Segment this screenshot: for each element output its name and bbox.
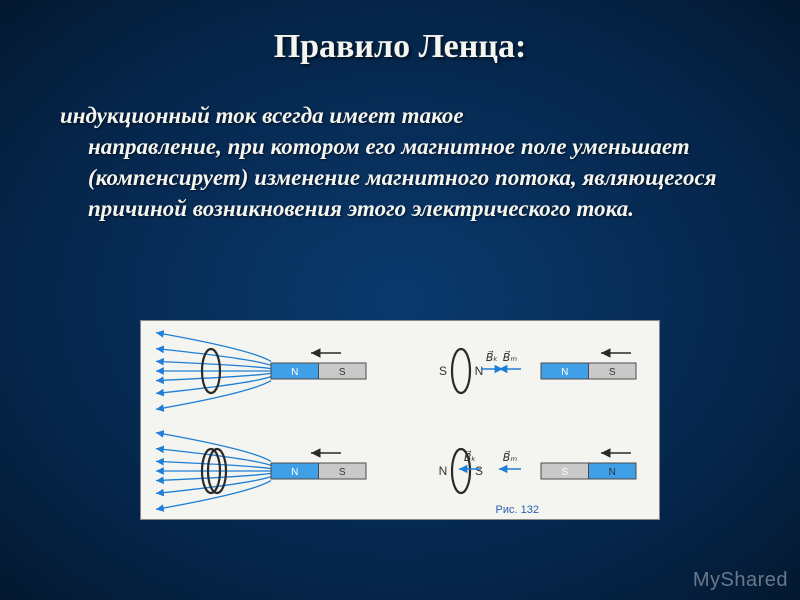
svg-text:B⃗ₘ: B⃗ₘ	[503, 350, 518, 364]
svg-text:N: N	[291, 467, 298, 478]
svg-text:N: N	[439, 464, 448, 478]
svg-text:B⃗ₖ: B⃗ₖ	[486, 350, 499, 364]
svg-text:B⃗ₖ: B⃗ₖ	[464, 450, 477, 464]
svg-text:S: S	[339, 467, 346, 478]
svg-text:N: N	[561, 367, 568, 378]
svg-text:S: S	[561, 467, 568, 478]
lenz-figure: NSNSNSSNB⃗ₖB⃗ₘSNNSB⃗ₖB⃗ₘ Рис. 132	[140, 320, 660, 520]
svg-text:S: S	[339, 367, 346, 378]
figure-caption: Рис. 132	[496, 504, 539, 516]
slide-paragraph: индукционный ток всегда имеет такое напр…	[0, 66, 800, 224]
lenz-diagram-svg: NSNSNSSNB⃗ₖB⃗ₘSNNSB⃗ₖB⃗ₘ	[141, 321, 661, 521]
svg-text:B⃗ₘ: B⃗ₘ	[503, 450, 518, 464]
svg-text:S: S	[609, 367, 616, 378]
svg-text:N: N	[609, 467, 616, 478]
svg-text:S: S	[439, 364, 447, 378]
svg-text:S: S	[475, 464, 483, 478]
paragraph-rest: направление, при котором его магнитное п…	[60, 131, 740, 224]
svg-text:N: N	[291, 367, 298, 378]
paragraph-first-line: индукционный ток всегда имеет такое	[60, 103, 464, 128]
watermark: MyShared	[693, 569, 788, 592]
slide-title: Правило Ленца:	[0, 0, 800, 66]
svg-text:N: N	[475, 364, 484, 378]
